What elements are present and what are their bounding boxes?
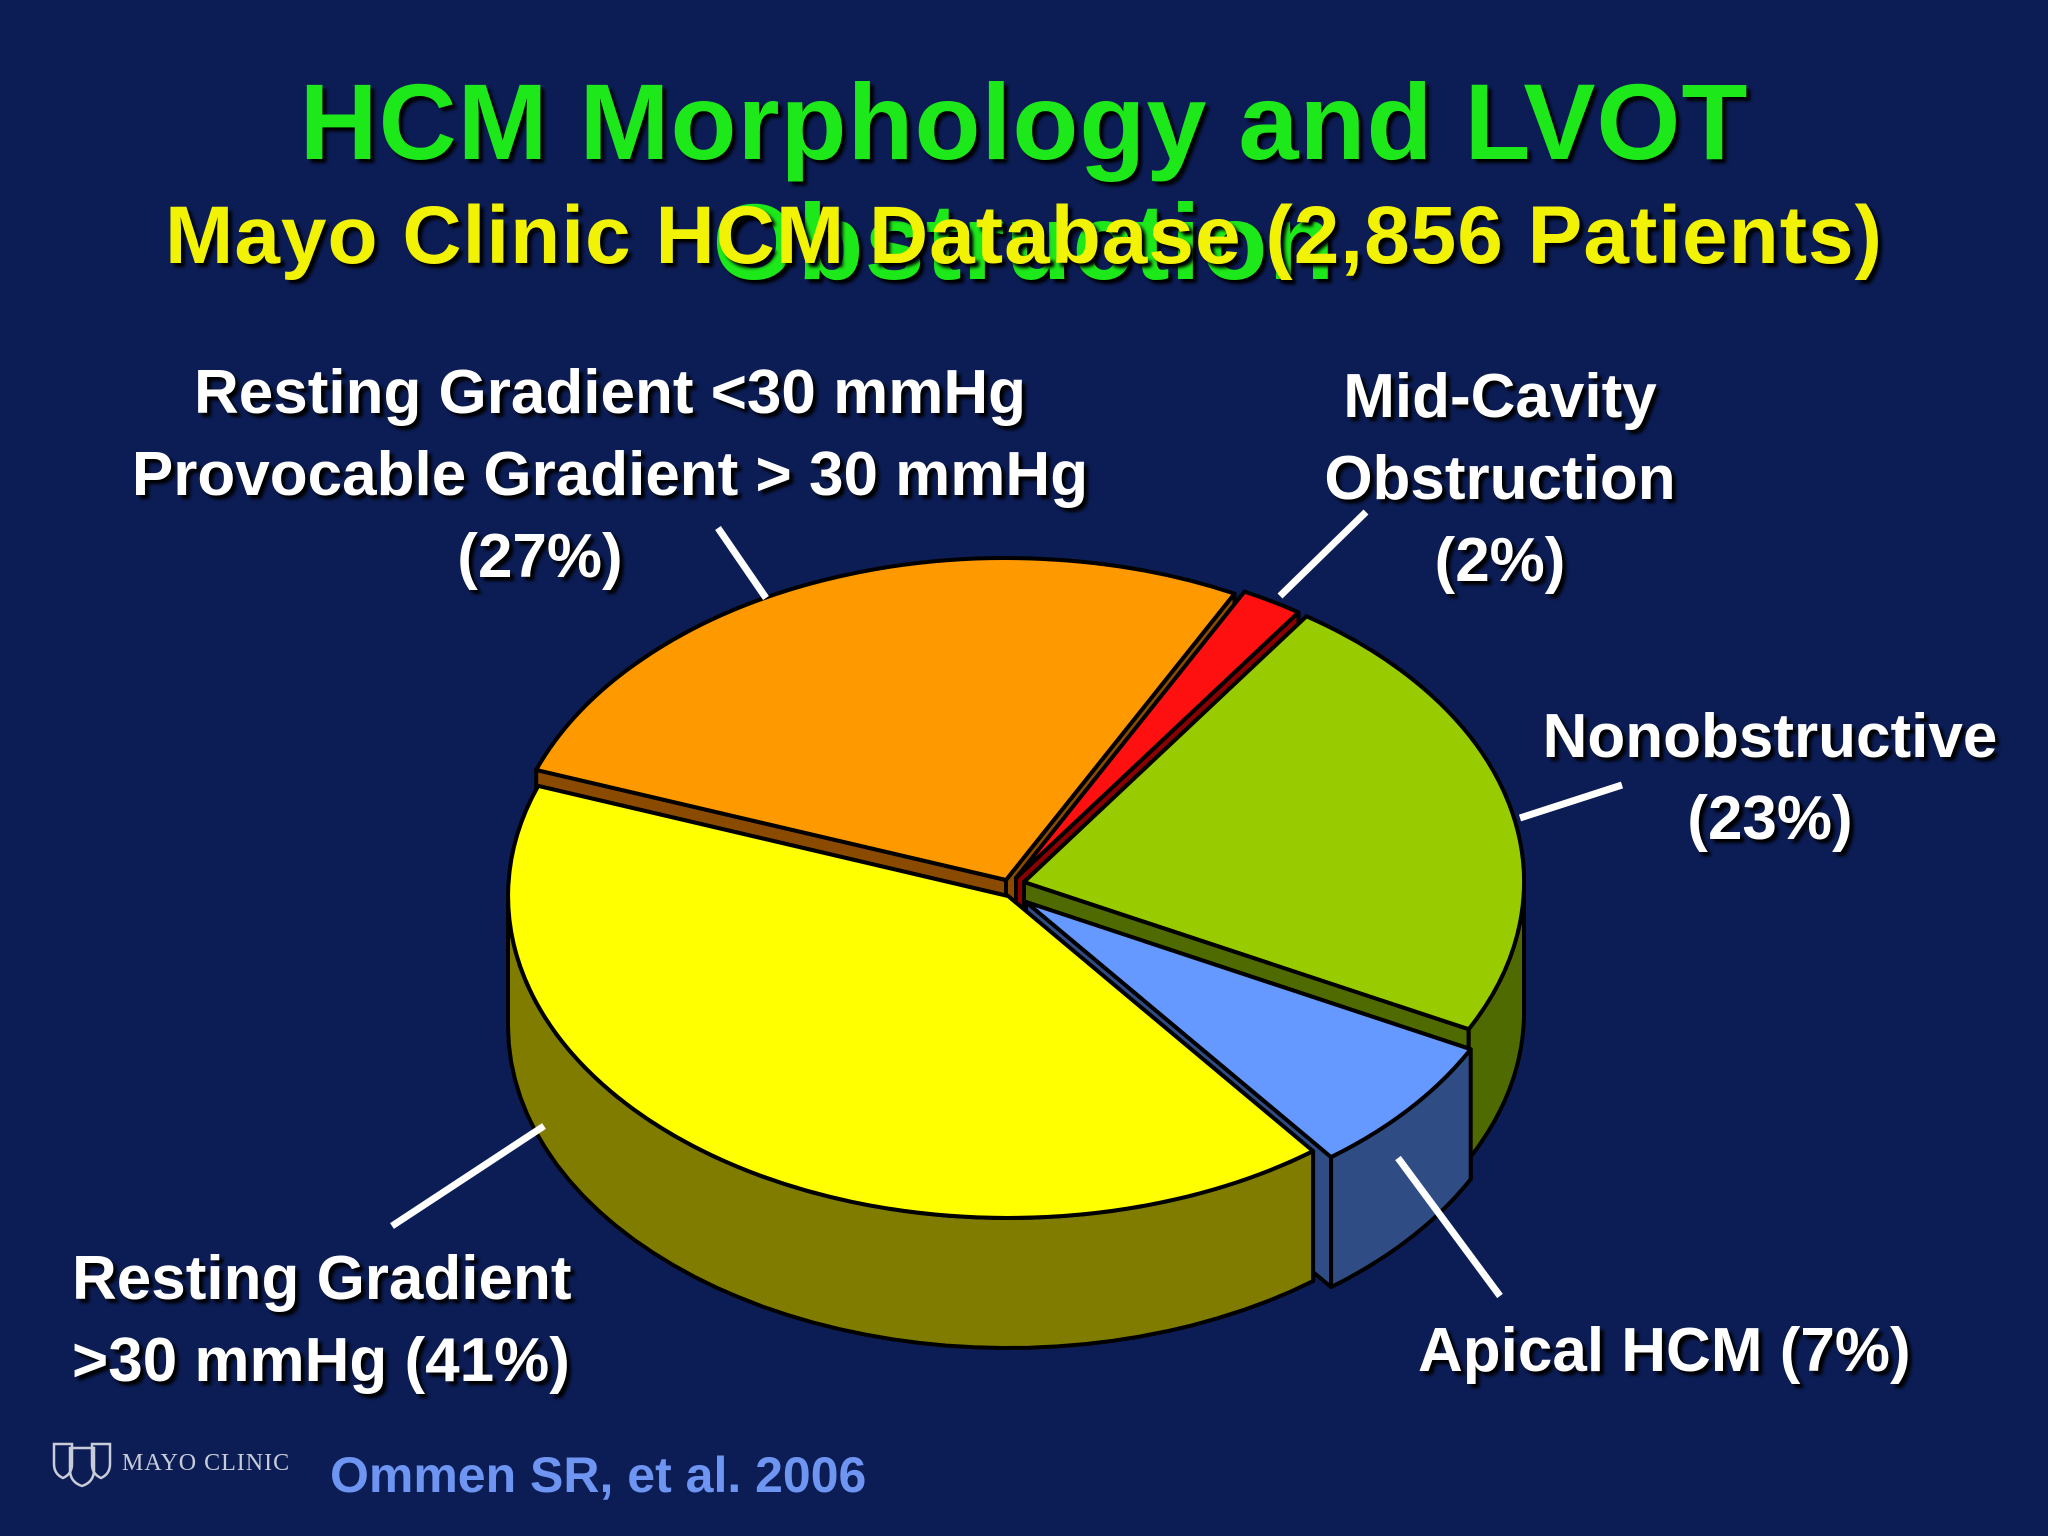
slice-label-line: (27%) bbox=[457, 522, 623, 591]
leader-line-provocable bbox=[715, 526, 769, 600]
chart-title: HCM Morphology and LVOT Obstruction bbox=[299, 61, 1749, 302]
slice-label-line: Provocable Gradient > 30 mmHg bbox=[131, 440, 1089, 509]
slice-label-line: Obstruction bbox=[1324, 444, 1676, 513]
slice-label-line: Resting Gradient bbox=[72, 1244, 572, 1313]
mayo-clinic-logo: MAYO CLINIC bbox=[50, 1438, 290, 1488]
slice-label-nonobstructive: Nonobstructive (23%) bbox=[1505, 696, 2035, 860]
slice-label-line: >30 mmHg (41%) bbox=[72, 1326, 570, 1395]
chart-subtitle: Mayo Clinic HCM Database (2,856 Patients… bbox=[165, 190, 1883, 281]
slice-label-line: Apical HCM (7%) bbox=[1418, 1316, 1911, 1385]
slice-label-line: Resting Gradient <30 mmHg bbox=[193, 358, 1027, 427]
slice-label-resting: Resting Gradient >30 mmHg (41%) bbox=[72, 1238, 572, 1402]
leader-line-apical bbox=[1395, 1155, 1503, 1299]
pie-slice-nonobstructive bbox=[1022, 614, 1527, 1032]
pie-slice-provocable bbox=[534, 556, 1237, 882]
slice-label-midcavity: Mid-Cavity Obstruction (2%) bbox=[1290, 356, 1710, 602]
slice-label-provocable: Resting Gradient <30 mmHg Provocable Gra… bbox=[60, 352, 1160, 598]
slice-label-apical: Apical HCM (7%) bbox=[1418, 1310, 1911, 1392]
logo-text: MAYO CLINIC bbox=[122, 1449, 291, 1476]
citation: Ommen SR, et al. 2006 bbox=[330, 1447, 867, 1503]
slice-label-line: Nonobstructive bbox=[1542, 702, 1998, 771]
leader-line-midcavity bbox=[1277, 509, 1369, 599]
pie-slice-midcavity bbox=[1014, 589, 1301, 880]
leader-line-nonobstructive bbox=[1518, 781, 1624, 822]
slice-label-line: Mid-Cavity bbox=[1343, 362, 1657, 431]
leader-line-resting bbox=[390, 1123, 546, 1229]
slice-label-line: (23%) bbox=[1687, 784, 1853, 853]
mayo-shield-icon bbox=[52, 1442, 112, 1488]
pie-slice-resting bbox=[506, 783, 1316, 1220]
slice-label-line: (2%) bbox=[1434, 526, 1566, 595]
pie-slice-apical bbox=[1024, 900, 1473, 1160]
